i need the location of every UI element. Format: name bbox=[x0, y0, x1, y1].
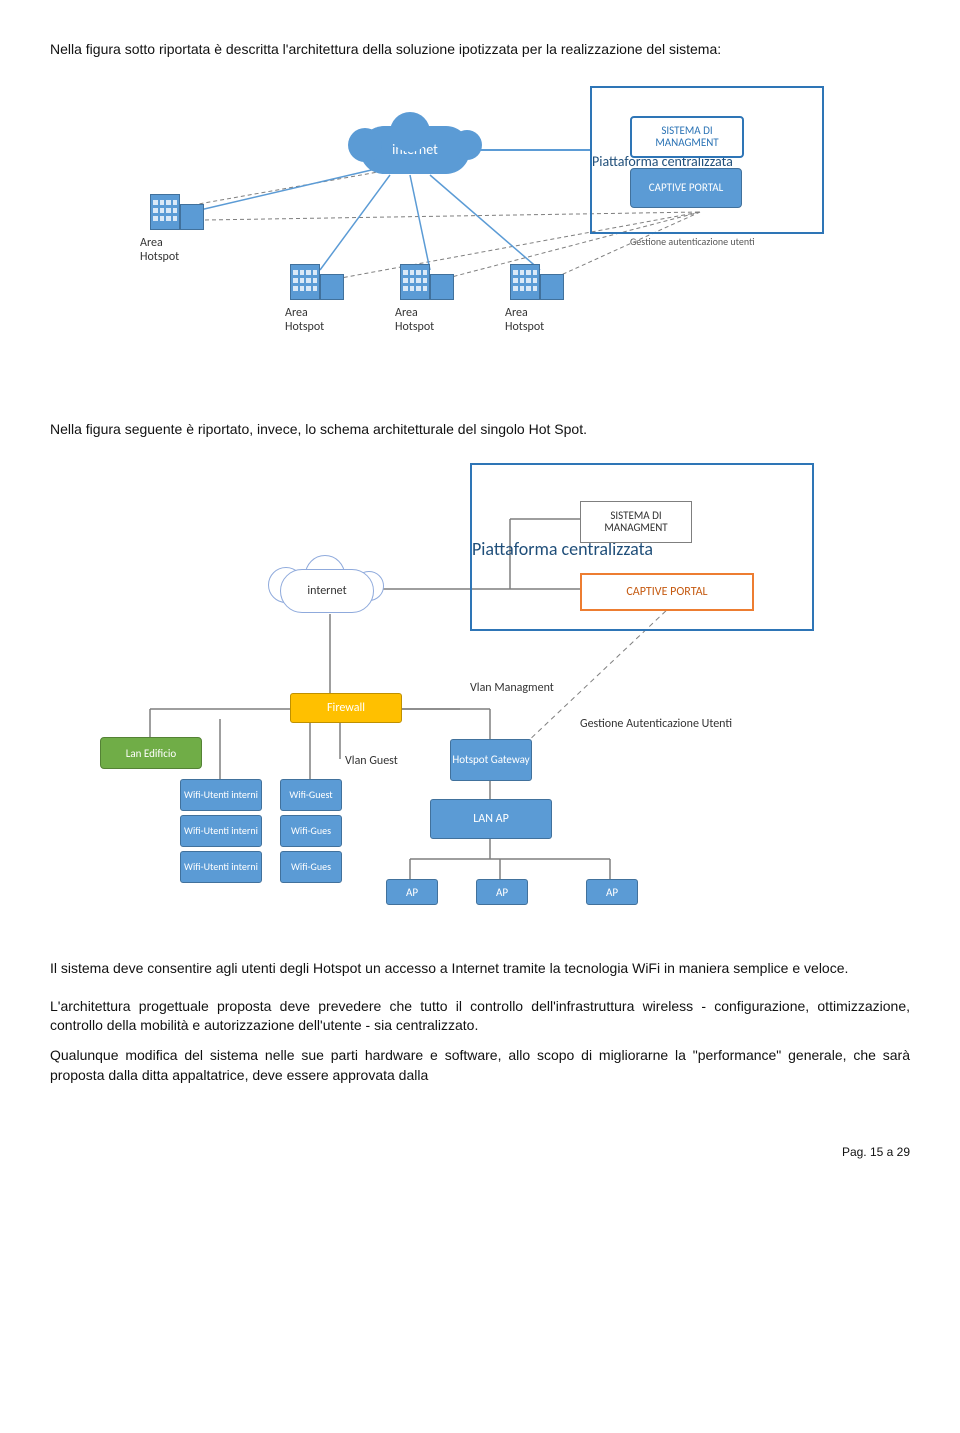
wifi-guest-box: Wifi-Gues bbox=[280, 851, 342, 883]
figure-2: Piattaforma centralizzata SISTEMA DI MAN… bbox=[110, 459, 850, 939]
platform-panel: Piattaforma centralizzata bbox=[590, 86, 824, 234]
captive-box: CAPTIVE PORTAL bbox=[630, 168, 742, 208]
area-label: Area Hotspot bbox=[140, 236, 200, 264]
sistema-box: SISTEMA DI MANAGMENT bbox=[630, 116, 744, 158]
wifi-guest-label: Wifi-Gues bbox=[291, 826, 331, 837]
wifi-int-label: Wifi-Utenti interni bbox=[184, 862, 258, 873]
building-icon bbox=[290, 260, 342, 300]
paragraph-1: Nella figura sotto riportata è descritta… bbox=[50, 40, 910, 60]
internet-label: internet bbox=[307, 584, 346, 598]
internet-cloud: internet bbox=[280, 569, 374, 613]
captive-label: CAPTIVE PORTAL bbox=[626, 585, 707, 599]
wifi-int-box: Wifi-Utenti interni bbox=[180, 851, 262, 883]
wifi-guest-label: Wifi-Gues bbox=[291, 862, 331, 873]
hotspot-gw-label: Hotspot Gateway bbox=[452, 754, 529, 766]
ap-box: AP bbox=[386, 879, 438, 905]
paragraph-3: Il sistema deve consentire agli utenti d… bbox=[50, 959, 910, 979]
wifi-int-box: Wifi-Utenti interni bbox=[180, 815, 262, 847]
area-label: Area Hotspot bbox=[505, 306, 565, 334]
vlan-m-label: Vlan Managment bbox=[470, 681, 554, 695]
lan-ap-label: LAN AP bbox=[473, 812, 509, 826]
ap-box: AP bbox=[476, 879, 528, 905]
paragraph-4: L'architettura progettuale proposta deve… bbox=[50, 997, 910, 1036]
captive-box: CAPTIVE PORTAL bbox=[580, 573, 754, 611]
lan-ap-box: LAN AP bbox=[430, 799, 552, 839]
wifi-int-box: Wifi-Utenti interni bbox=[180, 779, 262, 811]
captive-label: CAPTIVE PORTAL bbox=[649, 182, 723, 194]
building-icon bbox=[150, 190, 202, 230]
cloud-bump bbox=[348, 128, 382, 162]
area-label: Area Hotspot bbox=[395, 306, 455, 334]
building-icon bbox=[510, 260, 562, 300]
sistema-box: SISTEMA DI MANAGMENT bbox=[580, 501, 692, 543]
ap-label: AP bbox=[406, 886, 418, 899]
area-label: Area Hotspot bbox=[285, 306, 345, 334]
wifi-guest-box: Wifi-Guest bbox=[280, 779, 342, 811]
vlan-g-label: Vlan Guest bbox=[345, 754, 398, 768]
wifi-guest-label: Wifi-Guest bbox=[289, 790, 332, 801]
ap-label: AP bbox=[496, 886, 508, 899]
paragraph-2: Nella figura seguente è riportato, invec… bbox=[50, 420, 910, 440]
sistema-label: SISTEMA DI MANAGMENT bbox=[581, 510, 691, 534]
cloud-bump bbox=[390, 112, 430, 152]
paragraph-5: Qualunque modifica del sistema nelle sue… bbox=[50, 1046, 910, 1085]
page-footer: Pag. 15 a 29 bbox=[50, 1145, 910, 1159]
gest-label: Gestione autenticazione utenti bbox=[630, 235, 755, 248]
wifi-int-label: Wifi-Utenti interni bbox=[184, 790, 258, 801]
wifi-int-label: Wifi-Utenti interni bbox=[184, 826, 258, 837]
gest-label: Gestione Autenticazione Utenti bbox=[580, 717, 732, 731]
cloud-bump bbox=[452, 130, 482, 160]
wifi-guest-box: Wifi-Gues bbox=[280, 815, 342, 847]
figure-1: internet Piattaforma centralizzata SISTE… bbox=[110, 80, 850, 400]
hotspot-gw-box: Hotspot Gateway bbox=[450, 739, 532, 781]
ap-label: AP bbox=[606, 886, 618, 899]
firewall-label: Firewall bbox=[327, 701, 365, 715]
sistema-label: SISTEMA DI MANAGMENT bbox=[632, 125, 742, 149]
firewall-box: Firewall bbox=[290, 693, 402, 723]
ap-box: AP bbox=[586, 879, 638, 905]
lan-edificio-box: Lan Edificio bbox=[100, 737, 202, 769]
lan-edificio-label: Lan Edificio bbox=[126, 747, 176, 760]
building-icon bbox=[400, 260, 452, 300]
